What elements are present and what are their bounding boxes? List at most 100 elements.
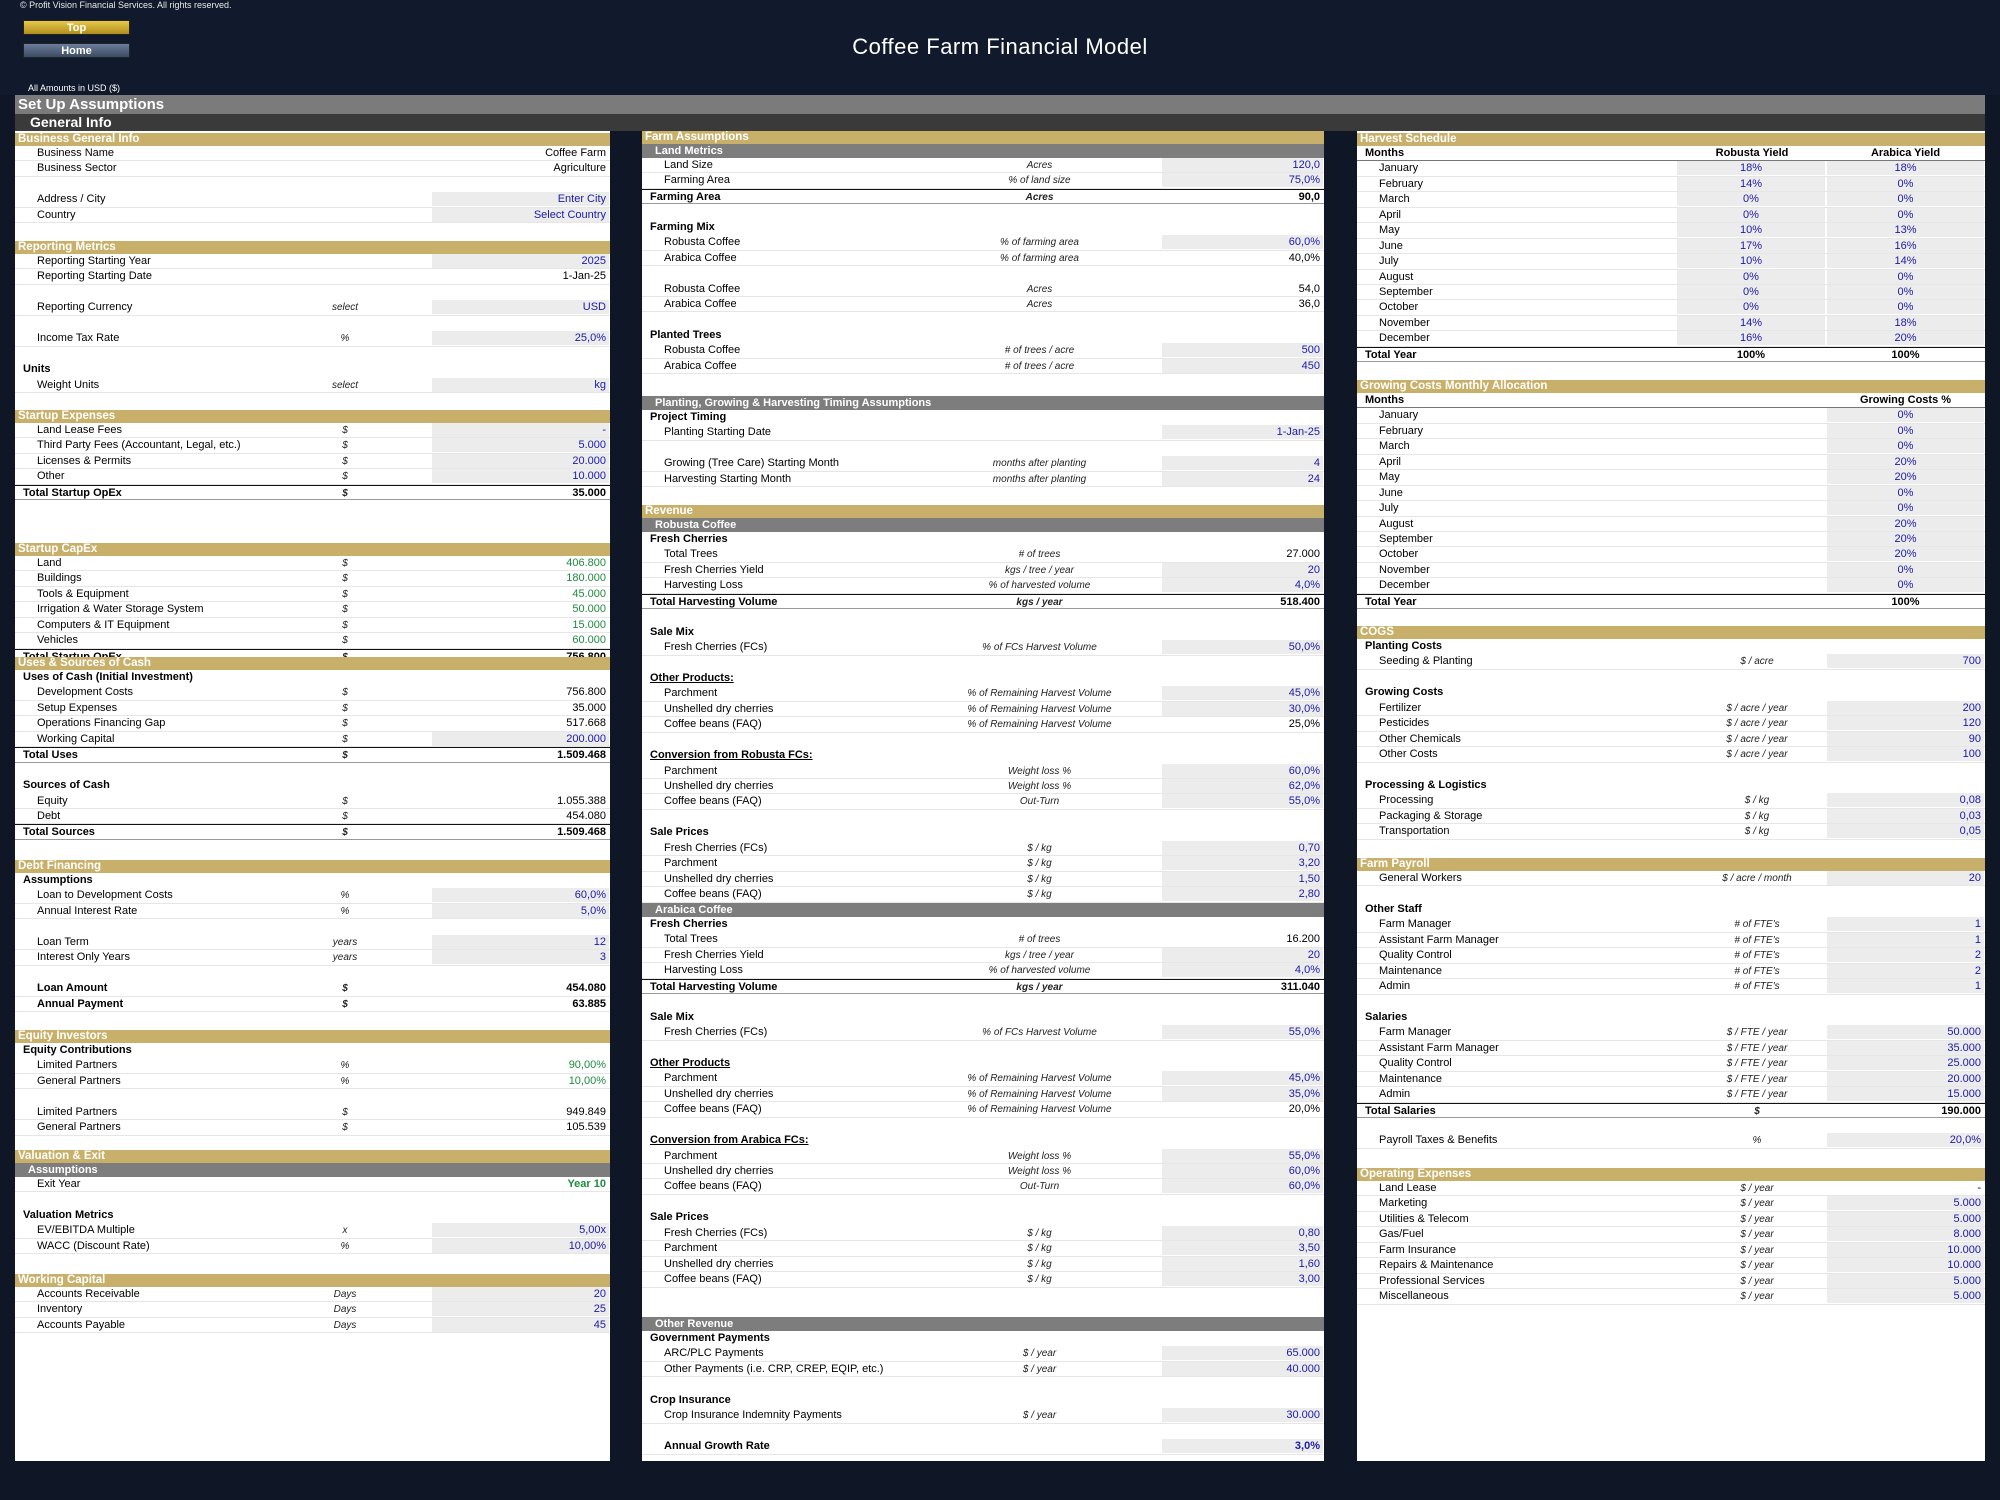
input-cell[interactable]: 5.000 <box>1827 1196 1984 1210</box>
input-cell[interactable]: 1 <box>1827 979 1984 993</box>
input-cell[interactable]: 200 <box>1827 701 1984 715</box>
percent-input[interactable]: 10% <box>1677 254 1825 268</box>
input-cell[interactable]: 55,0% <box>1162 794 1323 808</box>
percent-input[interactable]: 14% <box>1677 316 1825 330</box>
input-cell[interactable]: 0,03 <box>1827 809 1984 823</box>
percent-input[interactable]: 0% <box>1827 285 1984 299</box>
input-cell[interactable]: 20 <box>1162 948 1323 962</box>
percent-input[interactable]: 16% <box>1827 239 1984 253</box>
input-cell[interactable]: 8.000 <box>1827 1227 1984 1241</box>
input-cell[interactable]: 700 <box>1827 654 1984 668</box>
top-button[interactable]: Top <box>23 20 130 35</box>
input-cell[interactable]: 30.000 <box>1162 1408 1323 1422</box>
input-cell[interactable]: 60,0% <box>1162 1179 1323 1193</box>
input-cell[interactable]: 45,0% <box>1162 1071 1323 1085</box>
percent-input[interactable]: 0% <box>1827 563 1984 577</box>
percent-input[interactable]: 20% <box>1827 470 1984 484</box>
input-cell[interactable]: 3 <box>432 950 609 964</box>
percent-input[interactable]: 0% <box>1827 208 1984 222</box>
percent-input[interactable]: 0% <box>1677 270 1825 284</box>
input-cell[interactable]: 30,0% <box>1162 702 1323 716</box>
percent-input[interactable]: 10% <box>1677 223 1825 237</box>
percent-input[interactable]: 16% <box>1677 331 1825 345</box>
input-cell[interactable]: 60,0% <box>1162 764 1323 778</box>
input-cell[interactable]: 10.000 <box>1827 1243 1984 1257</box>
input-cell[interactable]: 20 <box>1827 871 1984 885</box>
input-cell[interactable]: 45,0% <box>1162 686 1323 700</box>
input-cell[interactable]: 50,0% <box>1162 640 1323 654</box>
percent-input[interactable]: 0% <box>1827 300 1984 314</box>
input-cell[interactable]: 75,0% <box>1162 173 1323 187</box>
input-cell[interactable]: 3,20 <box>1162 856 1323 870</box>
input-cell[interactable]: 65.000 <box>1162 1346 1323 1360</box>
input-cell[interactable]: 90 <box>1827 732 1984 746</box>
percent-input[interactable]: 0% <box>1677 300 1825 314</box>
input-cell[interactable]: 10.000 <box>432 469 609 483</box>
input-cell[interactable]: 35.000 <box>1827 1041 1984 1055</box>
percent-input[interactable]: 0% <box>1827 439 1984 453</box>
input-cell[interactable]: 5.000 <box>1827 1212 1984 1226</box>
input-cell[interactable]: 100 <box>1827 747 1984 761</box>
percent-input[interactable]: 0% <box>1677 192 1825 206</box>
input-cell[interactable]: 1 <box>1827 917 1984 931</box>
input-cell[interactable]: 1,50 <box>1162 872 1323 886</box>
input-cell[interactable]: 24 <box>1162 472 1323 486</box>
input-cell[interactable]: 4 <box>1162 456 1323 470</box>
input-cell[interactable]: 25.000 <box>1827 1056 1984 1070</box>
percent-input[interactable]: 0% <box>1677 208 1825 222</box>
input-cell[interactable]: 55,0% <box>1162 1025 1323 1039</box>
input-cell[interactable]: 0,80 <box>1162 1226 1323 1240</box>
input-cell[interactable]: 2 <box>1827 948 1984 962</box>
input-cell[interactable]: 25 <box>432 1302 609 1316</box>
input-cell[interactable]: 60,0% <box>432 888 609 902</box>
percent-input[interactable]: 20% <box>1827 532 1984 546</box>
input-cell[interactable]: 5,0% <box>432 904 609 918</box>
input-cell[interactable]: 1,60 <box>1162 1257 1323 1271</box>
percent-input[interactable]: 18% <box>1827 161 1984 175</box>
input-cell[interactable]: 50.000 <box>1827 1025 1984 1039</box>
input-cell[interactable]: 0,70 <box>1162 841 1323 855</box>
input-cell[interactable]: 2 <box>1827 964 1984 978</box>
percent-input[interactable]: 18% <box>1827 316 1984 330</box>
percent-input[interactable]: 18% <box>1677 161 1825 175</box>
input-cell[interactable]: 3,0% <box>1162 1439 1323 1453</box>
input-cell[interactable]: Enter City <box>432 192 609 206</box>
percent-input[interactable]: 0% <box>1827 192 1984 206</box>
input-cell[interactable]: 2025 <box>432 254 609 268</box>
input-cell[interactable]: 60,0% <box>1162 1164 1323 1178</box>
input-cell[interactable]: 25,0% <box>432 331 609 345</box>
input-cell[interactable]: 20,0% <box>1827 1133 1984 1147</box>
percent-input[interactable]: 0% <box>1827 486 1984 500</box>
input-cell[interactable]: 120 <box>1827 716 1984 730</box>
input-cell[interactable]: 500 <box>1162 343 1323 357</box>
input-cell[interactable]: 0,05 <box>1827 824 1984 838</box>
input-cell[interactable]: 20.000 <box>432 454 609 468</box>
input-cell[interactable]: 20.000 <box>1827 1072 1984 1086</box>
input-cell[interactable]: - <box>432 423 609 437</box>
input-cell[interactable]: 62,0% <box>1162 779 1323 793</box>
input-cell[interactable]: 20 <box>1162 563 1323 577</box>
input-cell[interactable]: kg <box>432 378 609 392</box>
input-cell[interactable]: 12 <box>432 935 609 949</box>
input-cell[interactable]: 120,0 <box>1162 158 1323 172</box>
input-cell[interactable]: 40.000 <box>1162 1362 1323 1376</box>
input-cell[interactable]: 200.000 <box>432 732 609 746</box>
input-cell[interactable]: 20 <box>432 1287 609 1301</box>
input-cell[interactable]: 60,0% <box>1162 235 1323 249</box>
input-cell[interactable]: 10,00% <box>432 1239 609 1253</box>
input-cell[interactable]: 5,00x <box>432 1223 609 1237</box>
input-cell[interactable]: Select Country <box>432 208 609 222</box>
percent-input[interactable]: 20% <box>1827 517 1984 531</box>
input-cell[interactable]: 10.000 <box>1827 1258 1984 1272</box>
input-cell[interactable]: 45 <box>432 1318 609 1332</box>
percent-input[interactable]: 20% <box>1827 331 1984 345</box>
percent-input[interactable]: 0% <box>1827 408 1984 422</box>
input-cell[interactable]: 0,08 <box>1827 793 1984 807</box>
percent-input[interactable]: 14% <box>1827 254 1984 268</box>
input-cell[interactable]: 1 <box>1827 933 1984 947</box>
percent-input[interactable]: 0% <box>1827 270 1984 284</box>
input-cell[interactable]: 4,0% <box>1162 963 1323 977</box>
input-cell[interactable]: 55,0% <box>1162 1149 1323 1163</box>
percent-input[interactable]: 0% <box>1827 501 1984 515</box>
input-cell[interactable]: 5.000 <box>1827 1274 1984 1288</box>
